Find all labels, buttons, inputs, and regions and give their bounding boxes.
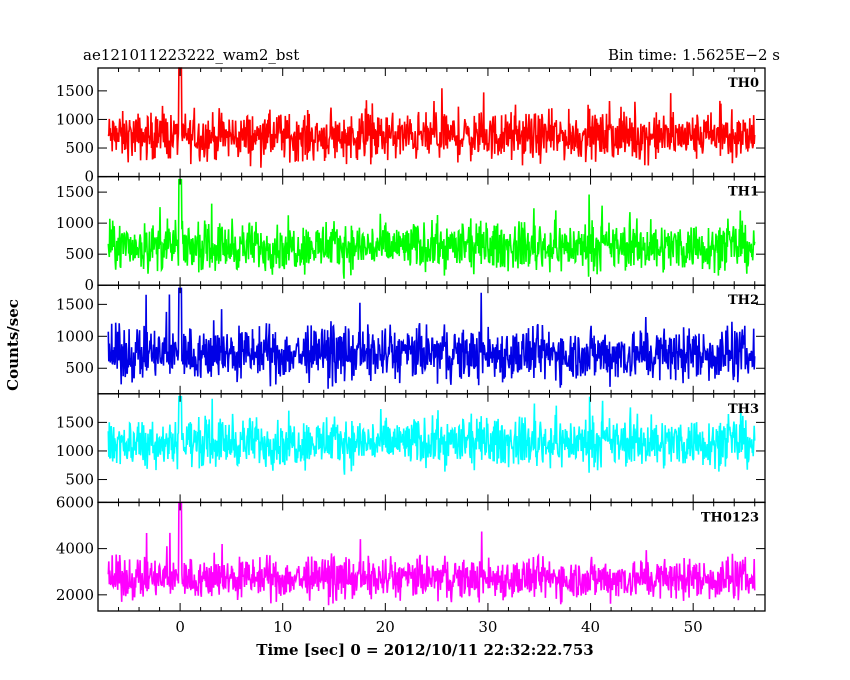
y-tick-label: 1000 xyxy=(56,110,94,128)
y-tick-label: 2000 xyxy=(56,586,94,604)
series-line-th3 xyxy=(107,395,756,475)
series-label-th0: TH0 xyxy=(728,76,759,91)
series-line-th2 xyxy=(107,287,756,389)
y-tick-label: 4000 xyxy=(56,540,94,558)
x-tick-label: 50 xyxy=(684,618,703,636)
panel-th0123: 2000 4000 6000 TH0123 xyxy=(56,493,766,612)
y-tick-label: 1000 xyxy=(56,327,94,345)
panel-th0: 0 500 1000 1500 TH0 xyxy=(56,67,766,186)
chart-title-right: Bin time: 1.5625E−2 s xyxy=(608,46,780,64)
panel-th3: 500 1000 1500 TH3 xyxy=(56,393,766,504)
series-label-th1: TH1 xyxy=(728,185,759,200)
y-tick-label: 0 xyxy=(84,276,94,294)
y-tick-label: 1500 xyxy=(56,82,94,100)
x-tick-label: 30 xyxy=(478,618,497,636)
y-axis-label: Counts/sec xyxy=(4,299,22,391)
y-tick-label: 1000 xyxy=(56,214,94,232)
y-tick-label: 500 xyxy=(65,471,94,489)
panel-frame xyxy=(97,67,766,178)
series-label-th2: TH2 xyxy=(728,293,759,308)
series-label-th3: TH3 xyxy=(728,402,759,417)
series-line-th0 xyxy=(107,67,756,168)
y-tick-label: 1000 xyxy=(56,442,94,460)
panel-frame xyxy=(97,501,766,612)
x-tick-label: 10 xyxy=(273,618,292,636)
x-axis-label: Time [sec] 0 = 2012/10/11 22:32:22.753 xyxy=(256,641,593,659)
panel-th1: 0 500 1000 1500 TH1 xyxy=(56,175,766,294)
series-line-th0123 xyxy=(107,501,756,606)
x-tick-label: 40 xyxy=(581,618,600,636)
series-line-th1 xyxy=(107,178,756,279)
y-tick-label: 500 xyxy=(65,245,94,263)
x-tick-label: 0 xyxy=(175,618,185,636)
y-tick-label: 1500 xyxy=(56,183,94,201)
y-tick-label: 500 xyxy=(65,139,94,157)
y-tick-label: 500 xyxy=(65,359,94,377)
chart-title-left: ae121011223222_wam2_bst xyxy=(83,46,299,64)
x-tick-label: 20 xyxy=(376,618,395,636)
series-label-th0123: TH0123 xyxy=(701,510,759,525)
y-tick-label: 1500 xyxy=(56,413,94,431)
y-tick-label: 0 xyxy=(84,168,94,186)
panel-th2: 500 1000 1500 TH2 xyxy=(56,284,766,395)
y-tick-label: 6000 xyxy=(56,493,94,511)
y-tick-label: 1500 xyxy=(56,295,94,313)
